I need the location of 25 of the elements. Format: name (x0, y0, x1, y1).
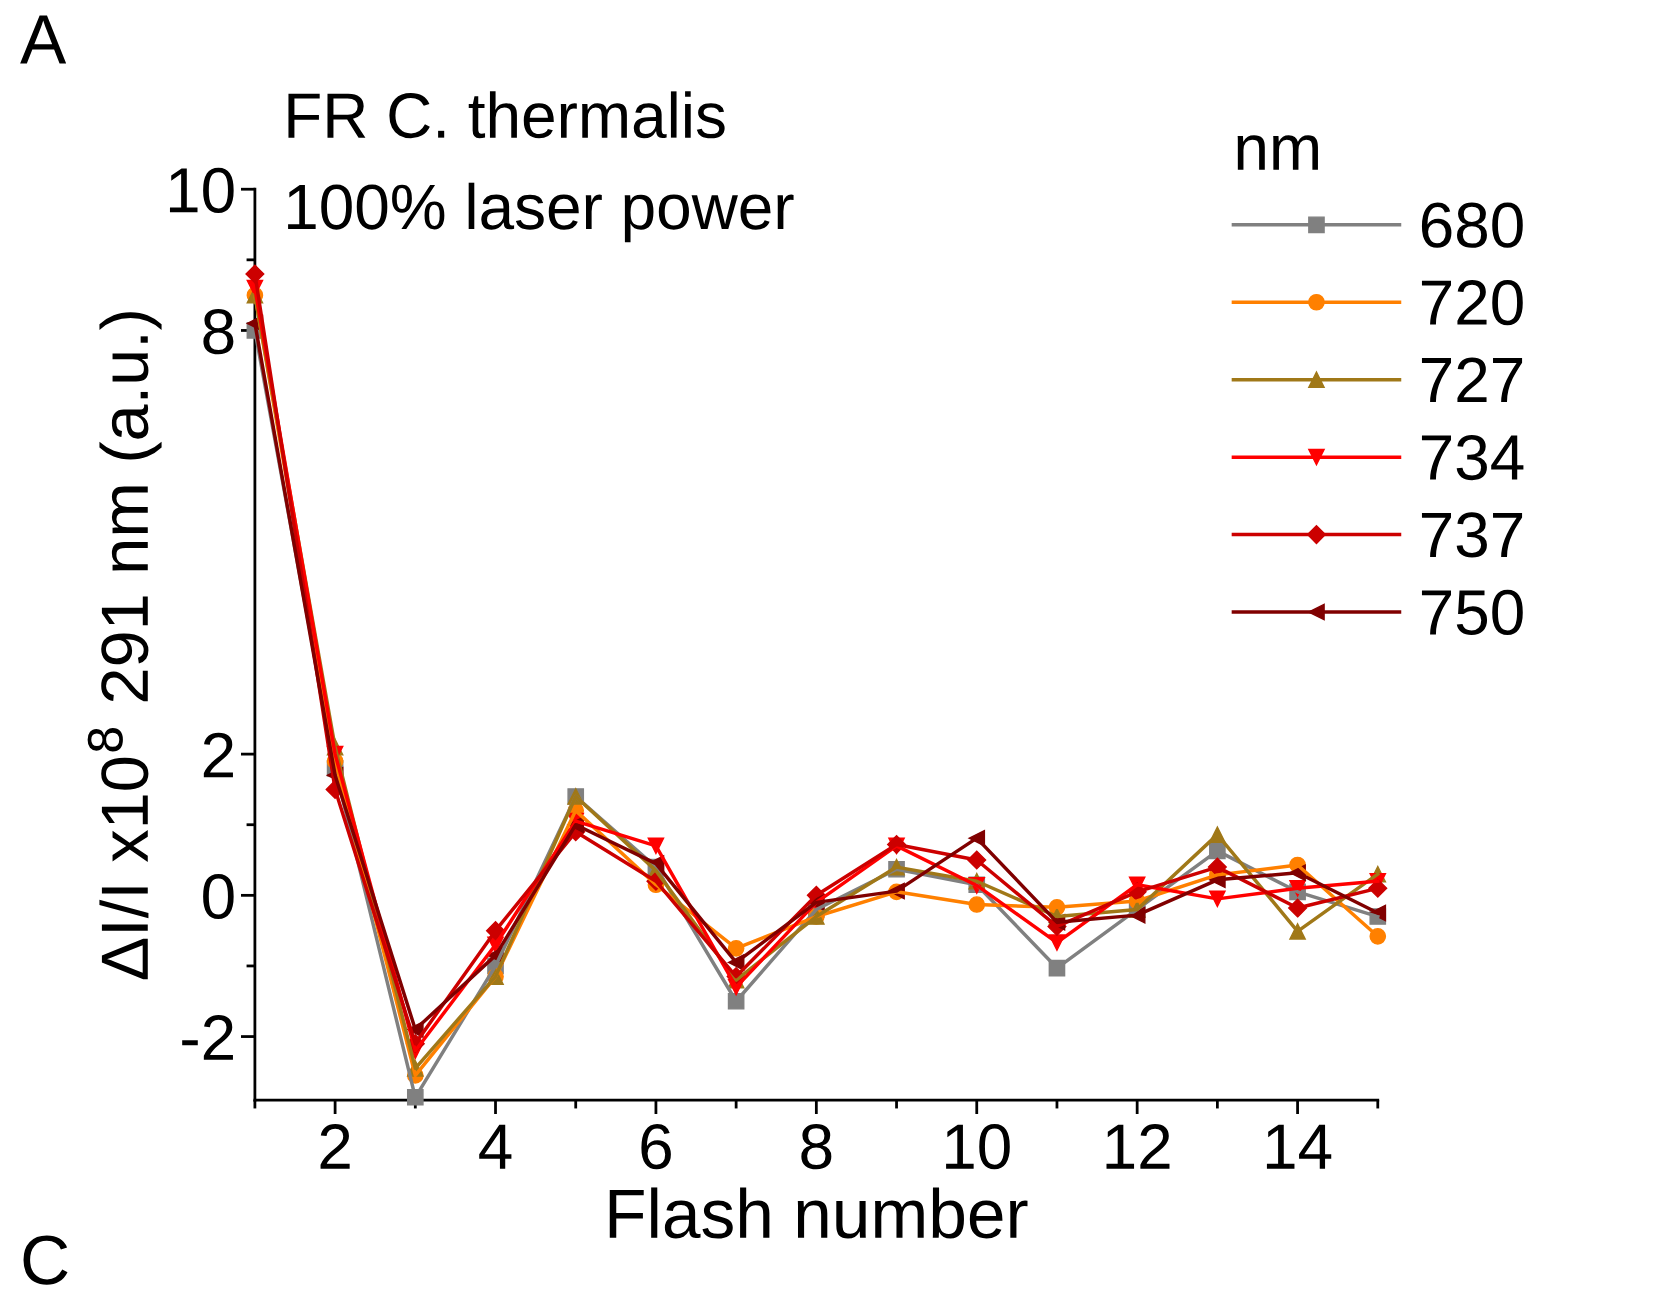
x-tick-label: 8 (801, 1124, 832, 1170)
x-tick-label: 4 (479, 1124, 512, 1169)
y-tick-label: 2 (203, 732, 233, 778)
y-tick-label: 8 (203, 308, 234, 355)
legend-label: 720 (1421, 280, 1523, 326)
x-tick-label: 6 (641, 1124, 671, 1170)
legend-label: 734 (1421, 434, 1524, 481)
y-tick-label: -2 (182, 1015, 233, 1060)
y-tick-label: 10 (169, 167, 234, 213)
legend-label: 727 (1421, 357, 1523, 403)
legend-label: 750 (1421, 589, 1523, 636)
x-tick-label: 12 (1106, 1124, 1170, 1169)
legend-label: 737 (1421, 512, 1523, 558)
x-tick-label: 14 (1266, 1124, 1332, 1169)
x-axis-title: Flash number (609, 1187, 1028, 1239)
x-tick-label: 10 (946, 1124, 1010, 1170)
text: FR C. thermalis (288, 91, 725, 139)
y-axis-title: ΔI/I x10$^{8}$ 291 nm (a.u.) (87, 312, 162, 980)
text: A (20, 15, 67, 64)
legend-title: nm (1237, 135, 1318, 170)
x-tick-label: 2 (320, 1124, 350, 1169)
y-tick-label: 0 (203, 873, 234, 920)
legend-label: 680 (1421, 202, 1523, 248)
annotation: 100% laser power (288, 182, 794, 243)
text: C (23, 1235, 68, 1285)
